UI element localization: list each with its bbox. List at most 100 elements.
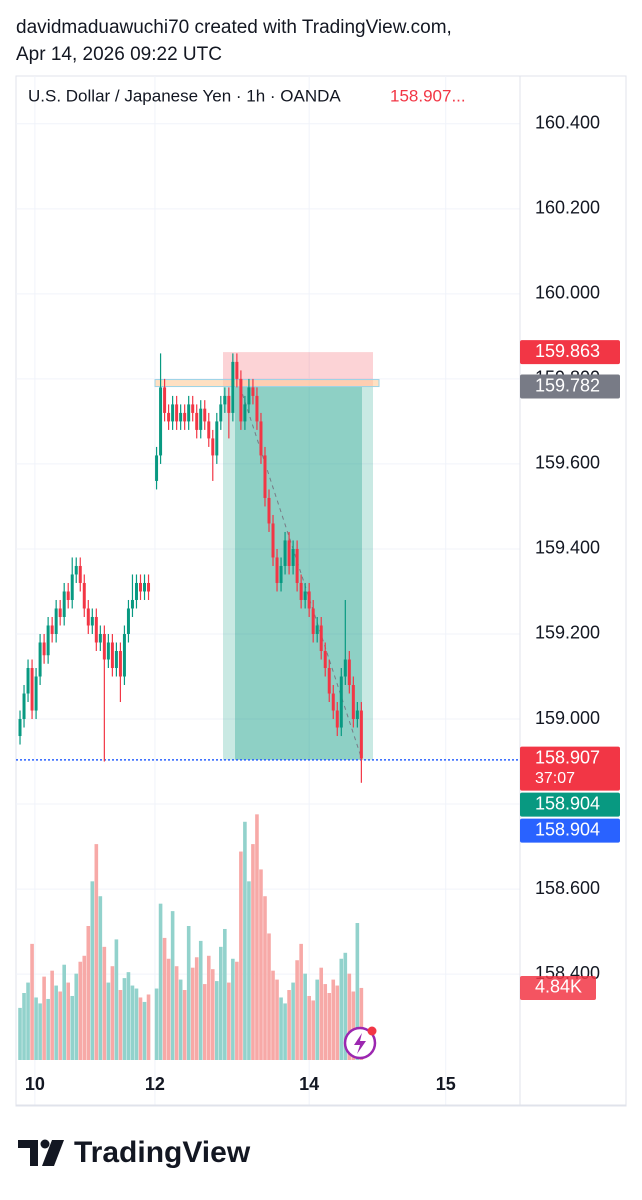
volume-bar <box>223 928 227 1060</box>
candle-body <box>179 412 183 422</box>
candle-body <box>130 599 134 609</box>
candle-body <box>138 582 142 592</box>
price-badge <box>520 792 620 817</box>
candle-body <box>227 395 231 413</box>
candle-body <box>191 404 195 413</box>
price-badge <box>520 340 620 365</box>
volume-bar <box>106 982 111 1060</box>
volume-bar <box>291 982 295 1060</box>
volume-bar <box>22 993 26 1060</box>
volume-bar <box>319 967 324 1060</box>
volume-bar <box>170 911 175 1060</box>
candle-body <box>207 421 211 439</box>
candle-body <box>219 404 223 422</box>
candle-body <box>247 387 251 405</box>
candle-body <box>223 395 227 405</box>
volume-bar <box>295 960 299 1060</box>
volume-bar <box>267 933 271 1060</box>
y-tick-label: 159.000 <box>535 708 600 728</box>
candle-body <box>163 387 167 413</box>
price-badge <box>520 746 620 791</box>
volume-bar <box>239 851 243 1060</box>
volume-bar <box>62 964 66 1060</box>
volume-bar <box>174 966 179 1060</box>
candle-body <box>34 676 38 711</box>
y-tick-label: 159.400 <box>535 538 600 558</box>
volume-bar <box>182 990 187 1060</box>
candle-body <box>239 378 243 422</box>
candle-body <box>279 565 283 583</box>
volume-bar <box>311 1000 315 1060</box>
volume-bar <box>126 972 131 1060</box>
candle-body <box>74 565 78 575</box>
candle-body <box>122 633 126 677</box>
candle-body <box>303 591 307 600</box>
candle-body <box>259 421 263 456</box>
candle-body <box>263 455 267 498</box>
candle-body <box>147 582 151 592</box>
volume-bar <box>110 966 115 1060</box>
volume-bar <box>219 946 223 1060</box>
candle-body <box>94 616 98 643</box>
candle-body <box>335 710 339 728</box>
brand-name: TradingView <box>74 1136 251 1169</box>
volume-bar <box>26 982 30 1060</box>
candle-body <box>155 455 159 481</box>
candle-body <box>215 421 219 456</box>
volume-layer <box>18 814 364 1060</box>
candle-body <box>315 625 319 634</box>
candle-body <box>183 412 187 422</box>
volume-bar <box>359 987 364 1060</box>
y-tick-label: 160.400 <box>535 113 600 133</box>
candle-body <box>118 651 122 677</box>
grid <box>16 76 520 1105</box>
price-badge <box>520 374 620 399</box>
volume-bar <box>243 821 247 1060</box>
volume-bar <box>210 969 215 1060</box>
volume-bar <box>351 991 356 1060</box>
candle-body <box>46 625 50 656</box>
volume-bar <box>122 978 127 1060</box>
candle-body <box>327 668 331 694</box>
volume-badge <box>520 975 596 1000</box>
candle-body <box>203 408 207 422</box>
volume-bar <box>58 991 62 1060</box>
candle-body <box>251 387 255 396</box>
volume-bar <box>66 982 71 1060</box>
candle-body <box>291 548 295 566</box>
volume-bar <box>54 985 58 1060</box>
volume-bar <box>231 958 235 1060</box>
volume-bar <box>70 995 75 1060</box>
volume-bar <box>186 926 191 1060</box>
volume-bar <box>74 973 79 1060</box>
volume-bar <box>307 995 311 1060</box>
candle-body <box>271 523 275 558</box>
volume-bar <box>283 1003 287 1060</box>
header-line: Apr 14, 2026 09:22 UTC <box>16 44 222 65</box>
volume-badge-label: 4.84K <box>535 977 582 997</box>
candle-body <box>331 693 335 711</box>
candle-body <box>22 693 26 720</box>
countdown: 37:07 <box>535 770 575 787</box>
candle-body <box>42 642 46 656</box>
volume-bar <box>86 926 91 1060</box>
volume-bar <box>190 967 195 1060</box>
volume-bar <box>42 976 46 1060</box>
candle-body <box>38 642 42 677</box>
volume-bar <box>82 955 87 1060</box>
candle-body <box>267 497 271 524</box>
candle-body <box>195 412 199 430</box>
x-tick-label: 10 <box>25 1074 45 1094</box>
volume-bar <box>227 982 231 1060</box>
volume-bar <box>158 903 163 1060</box>
candle-body <box>231 361 235 413</box>
volume-bar <box>259 869 263 1060</box>
brand-logo <box>18 1139 64 1166</box>
volume-bar <box>251 844 255 1060</box>
candle-body <box>18 719 22 737</box>
candle-body <box>171 404 175 422</box>
candle-body <box>159 387 163 456</box>
price-badges: 159.863 159.782 158.907 37:07 158.904 158.904… <box>520 340 620 1000</box>
volume-bar <box>130 985 135 1060</box>
lightning-icon <box>343 1026 377 1060</box>
